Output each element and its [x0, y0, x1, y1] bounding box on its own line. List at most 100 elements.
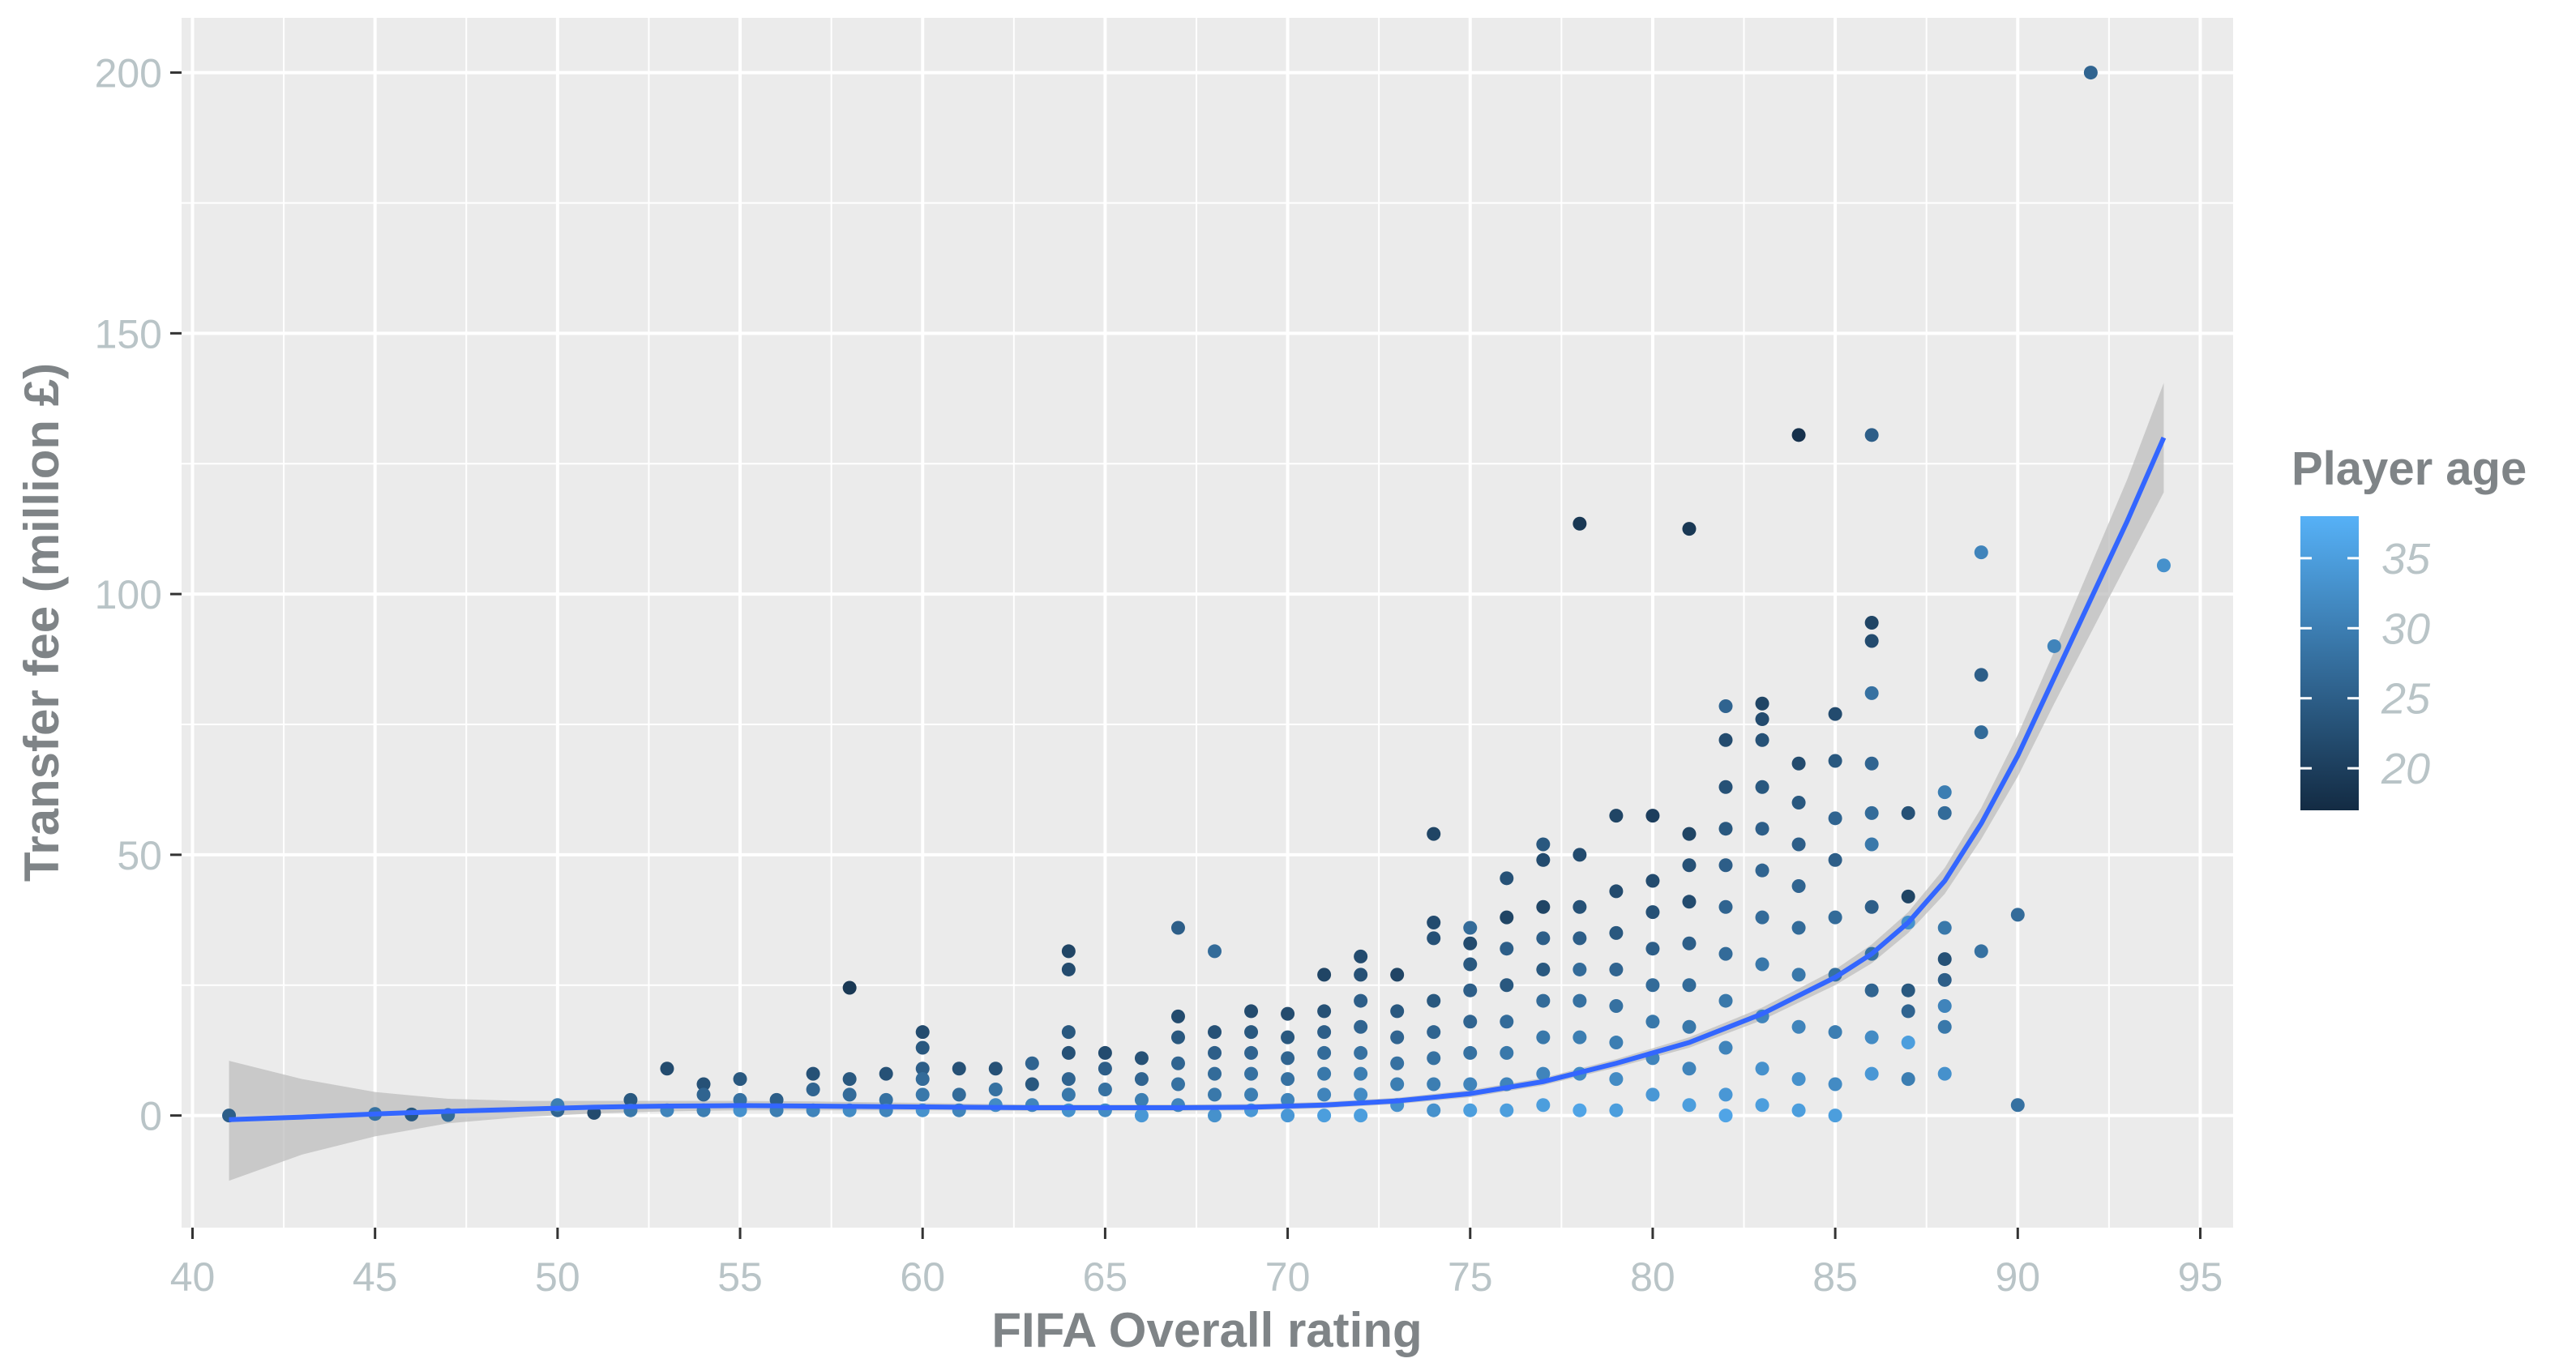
data-point	[1317, 1045, 1332, 1060]
data-point	[1864, 899, 1879, 914]
legend-title: Player age	[2291, 442, 2527, 495]
data-point	[1901, 805, 1915, 820]
data-point	[1791, 837, 1806, 852]
data-point	[1864, 428, 1879, 442]
panel-background	[182, 18, 2233, 1228]
data-point	[1463, 1015, 1478, 1029]
data-point	[1718, 858, 1733, 873]
data-point	[1390, 1056, 1405, 1070]
legend: Player age 20 25 30 35	[2291, 442, 2527, 810]
data-point	[879, 1092, 893, 1107]
data-point	[1937, 921, 1952, 935]
y-tick-label: 100	[95, 572, 162, 617]
data-point	[1718, 1087, 1733, 1102]
data-point	[1828, 707, 1842, 721]
data-point	[1828, 1109, 1842, 1123]
data-point	[1791, 968, 1806, 982]
data-point	[1500, 1045, 1514, 1060]
x-tick-label: 80	[1630, 1254, 1675, 1300]
data-point	[1244, 1025, 1259, 1040]
data-point	[1682, 827, 1697, 841]
data-point	[1828, 910, 1842, 925]
x-tick-label: 70	[1265, 1254, 1311, 1300]
data-point	[915, 1072, 930, 1087]
data-point	[1937, 1066, 1952, 1081]
data-point	[1828, 754, 1842, 768]
data-point	[1427, 827, 1441, 841]
data-point	[1317, 1109, 1332, 1123]
data-point	[1281, 1006, 1295, 1021]
data-point	[1573, 993, 1587, 1008]
data-point	[1500, 871, 1514, 886]
data-point	[1755, 712, 1769, 727]
data-point	[1427, 993, 1441, 1008]
data-point	[1061, 1045, 1076, 1060]
data-point	[988, 1062, 1003, 1076]
data-point	[1098, 1062, 1112, 1076]
data-point	[952, 1087, 966, 1102]
data-point	[1828, 1025, 1842, 1040]
data-point	[1974, 944, 1988, 959]
data-point	[1500, 1103, 1514, 1117]
data-point	[1755, 696, 1769, 711]
data-point	[1244, 1087, 1259, 1102]
data-point	[1061, 1087, 1076, 1102]
data-point	[915, 1025, 930, 1040]
x-tick-label: 50	[535, 1254, 580, 1300]
data-point	[2156, 558, 2171, 573]
data-point	[1281, 1109, 1295, 1123]
data-point	[1573, 1030, 1587, 1044]
data-point	[1791, 428, 1806, 442]
data-point	[1281, 1030, 1295, 1044]
data-point	[1609, 809, 1624, 823]
data-point	[1390, 1004, 1405, 1019]
data-point	[1609, 998, 1624, 1013]
data-point	[1317, 1025, 1332, 1040]
data-point	[1901, 1072, 1915, 1087]
data-point	[1828, 811, 1842, 826]
data-point	[1718, 1109, 1733, 1123]
data-point	[1682, 978, 1697, 993]
data-point	[1427, 1025, 1441, 1040]
data-point	[1937, 805, 1952, 820]
data-point	[1061, 1072, 1076, 1087]
data-point	[1427, 1103, 1441, 1117]
legend-label: 20	[2381, 745, 2430, 793]
data-point	[1864, 756, 1879, 771]
data-point	[1061, 944, 1076, 959]
data-point	[1864, 686, 1879, 700]
data-point	[1645, 809, 1660, 823]
data-point	[1134, 1109, 1149, 1123]
data-point	[1098, 1045, 1112, 1060]
data-point	[1134, 1072, 1149, 1087]
data-point	[1463, 936, 1478, 950]
data-point	[915, 1062, 930, 1076]
data-point	[1463, 1045, 1478, 1060]
data-point	[1170, 921, 1185, 935]
legend-label: 35	[2381, 535, 2431, 583]
data-point	[1791, 1019, 1806, 1034]
data-point	[1645, 1087, 1660, 1102]
data-point	[1025, 1056, 1039, 1070]
data-point	[1791, 756, 1806, 771]
data-point	[1208, 944, 1222, 959]
data-point	[1937, 785, 1952, 800]
data-point	[1025, 1077, 1039, 1091]
data-point	[1974, 545, 1988, 560]
data-point	[1281, 1051, 1295, 1066]
x-tick-label: 75	[1448, 1254, 1493, 1300]
data-point	[1828, 852, 1842, 867]
data-point	[1682, 522, 1697, 536]
data-point	[1536, 837, 1551, 852]
data-point	[952, 1062, 966, 1076]
data-point	[1354, 1019, 1368, 1034]
data-point	[1645, 905, 1660, 920]
data-point	[1682, 1062, 1697, 1076]
data-point	[1098, 1082, 1112, 1096]
data-point	[1354, 968, 1368, 982]
data-point	[915, 1087, 930, 1102]
data-point	[1937, 952, 1952, 967]
data-point	[1682, 936, 1697, 950]
data-point	[1536, 1098, 1551, 1113]
data-point	[1609, 925, 1624, 940]
